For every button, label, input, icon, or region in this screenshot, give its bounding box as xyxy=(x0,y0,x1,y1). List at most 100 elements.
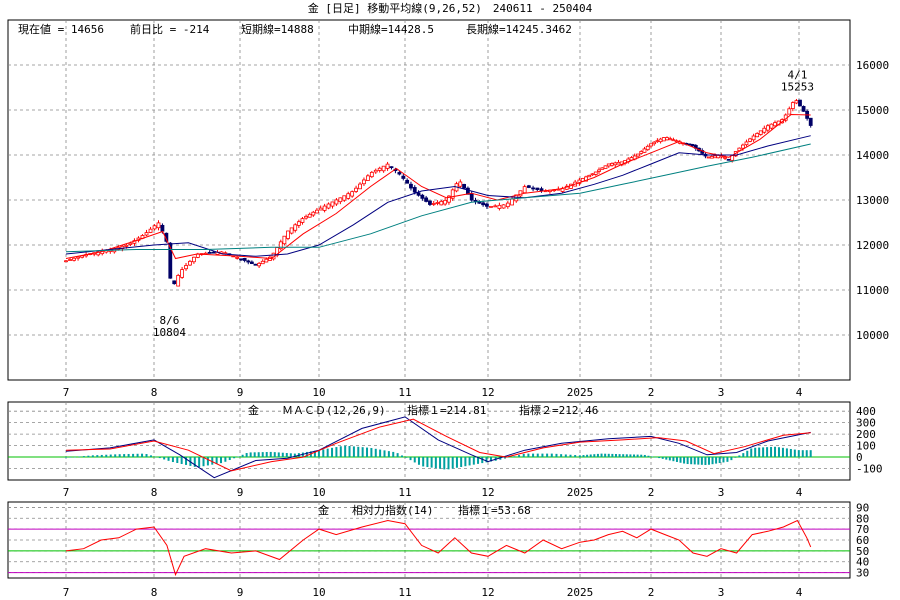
candle-body xyxy=(794,100,799,104)
candle-body xyxy=(713,155,717,159)
macd-hist-bar xyxy=(317,450,320,458)
macd-y-tick-label: 200 xyxy=(856,428,876,441)
macd-hist-bar xyxy=(136,453,139,458)
candle-body xyxy=(377,167,382,171)
candle-body xyxy=(787,108,792,115)
macd-hist-bar xyxy=(273,452,276,458)
macd-hist-bar xyxy=(78,456,81,458)
macd-hist-bar xyxy=(622,454,625,458)
macd-hist-bar xyxy=(198,457,201,467)
info-change: 前日比 = -214 xyxy=(130,22,210,36)
macd-hist-bar xyxy=(686,457,689,465)
macd-hist-bar xyxy=(281,452,284,458)
macd-hist-bar xyxy=(504,457,507,459)
annotation-date: 8/6 xyxy=(160,314,180,327)
x-month-label: 7 xyxy=(63,386,70,399)
macd-hist-bar xyxy=(211,457,214,465)
macd-hist-bar xyxy=(550,453,553,458)
macd-hist-bar xyxy=(522,453,525,458)
price-y-tick-labels: 10000 11000 12000 13000 14000 15000 16000 xyxy=(856,59,889,342)
candle-body xyxy=(616,161,621,165)
macd-hist-bar xyxy=(277,452,280,458)
candle-body xyxy=(346,193,351,199)
macd-hist-bar xyxy=(527,453,530,458)
candle-body xyxy=(144,232,149,236)
macd-hist-bar xyxy=(793,449,796,458)
y-tick-label: 12000 xyxy=(856,239,889,252)
candle-body xyxy=(798,99,802,107)
candle-body xyxy=(808,117,813,126)
x-month-label: 4 xyxy=(796,386,803,399)
y-tick-label: 14000 xyxy=(856,149,889,162)
macd-hist-bar xyxy=(455,457,458,468)
x-month-label: 2 xyxy=(648,386,655,399)
rsi-y-tick-label: 40 xyxy=(856,556,869,569)
candle-body xyxy=(307,213,312,218)
candle-body xyxy=(156,222,161,229)
candle-body xyxy=(172,280,177,285)
candle-body xyxy=(593,171,598,175)
candle-body xyxy=(587,174,592,178)
macd-hist-bar xyxy=(618,454,621,458)
candle-body xyxy=(645,145,650,151)
candle-body xyxy=(526,185,531,188)
x-month-label: 4 xyxy=(796,486,803,499)
macd-hist-bar xyxy=(661,457,664,459)
candle-body xyxy=(450,189,455,199)
candle-body xyxy=(389,166,394,169)
macd-hist-bar xyxy=(746,450,749,458)
candle-body xyxy=(318,207,323,211)
candle-body xyxy=(315,209,319,214)
candle-body xyxy=(709,156,714,159)
candle-body xyxy=(690,144,695,147)
macd-hist-bar xyxy=(269,451,272,458)
macd-hist-bar xyxy=(460,457,463,467)
candle-body xyxy=(801,106,806,112)
candle-body xyxy=(652,141,657,145)
macd-hist-bar xyxy=(65,457,67,458)
macd-hist-bar xyxy=(596,453,599,458)
candle-body xyxy=(322,205,327,211)
macd-hist-bar xyxy=(477,457,480,464)
candle-body xyxy=(326,203,331,209)
candle-body xyxy=(68,259,72,261)
macd-hist-bar xyxy=(439,457,442,469)
macd-hist-bar xyxy=(220,457,223,464)
macd-hist-bar xyxy=(87,455,90,458)
macd-hist-bar xyxy=(754,447,757,458)
candle-body xyxy=(639,151,644,154)
macd-hist-bar xyxy=(629,454,632,458)
macd-hist-bar xyxy=(215,457,218,464)
candle-body xyxy=(435,202,440,204)
macd-hist-bar xyxy=(738,455,741,458)
candle-body xyxy=(76,256,80,259)
candle-body xyxy=(362,179,366,185)
candle-body xyxy=(610,163,614,166)
macd-hist-bar xyxy=(672,457,675,462)
candle-body xyxy=(439,201,444,206)
macd-hist-bar xyxy=(636,454,639,458)
macd-hist-bar xyxy=(405,457,408,458)
macd-hist-bar xyxy=(697,457,700,465)
x-month-label: 9 xyxy=(237,586,244,599)
macd-hist-bar xyxy=(726,457,729,462)
macd-hist-bar xyxy=(593,454,596,458)
rsi-bands xyxy=(8,528,850,574)
macd-hist-bar xyxy=(785,448,788,458)
candle-body xyxy=(584,176,588,182)
candle-body xyxy=(642,148,647,153)
macd-hist-bar xyxy=(600,453,603,458)
macd-header: 金 ＭＡＣＤ(12,26,9) 指標１=214.81 指標２=212.46 xyxy=(248,403,598,417)
macd-hist-bar xyxy=(489,457,492,462)
macd-hist-bar xyxy=(180,457,183,464)
macd-hist-bar xyxy=(651,456,654,458)
macd-hist-bar xyxy=(422,457,425,467)
candle-body xyxy=(188,260,192,266)
macd-hist-bar xyxy=(392,451,395,458)
macd-hist-bar xyxy=(809,450,812,458)
candle-body xyxy=(342,195,347,201)
candle-body xyxy=(264,258,269,263)
candle-body xyxy=(338,197,343,203)
macd-hist-bar xyxy=(322,449,325,458)
